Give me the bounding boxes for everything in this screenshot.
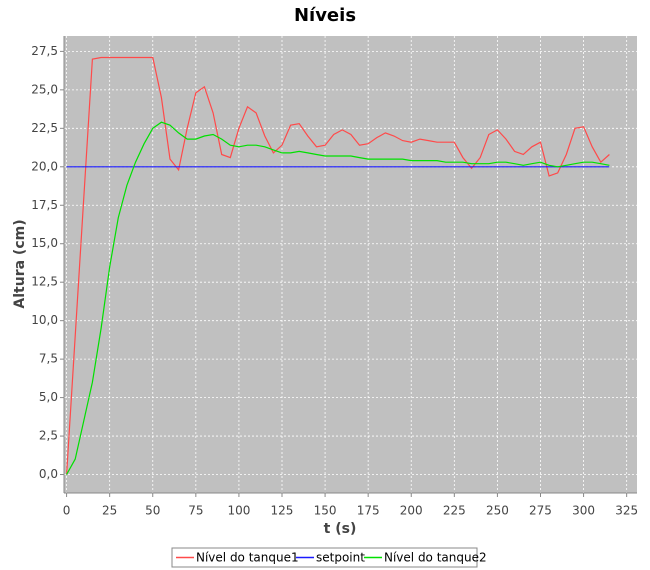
y-tick-label: 7,5 [39, 352, 58, 366]
x-tick-label: 225 [443, 504, 466, 518]
y-tick-label: 25,0 [31, 82, 58, 96]
legend [171, 547, 478, 568]
y-tick-label: 12,5 [31, 275, 58, 289]
y-tick-label: 22,5 [31, 121, 58, 135]
y-axis-label: Altura (cm) [12, 219, 28, 308]
x-tick-label: 25 [102, 504, 117, 518]
x-tick-label: 300 [572, 504, 595, 518]
legend-label: Nível do tanque2 [384, 551, 487, 565]
chart-title: Níveis [294, 5, 356, 26]
x-tick-label: 125 [271, 504, 294, 518]
plot-area [64, 36, 637, 493]
x-tick-label: 275 [529, 504, 552, 518]
legend-label: Nível do tanque1 [196, 551, 299, 565]
x-tick-label: 250 [486, 504, 509, 518]
x-tick-label: 325 [615, 504, 638, 518]
y-tick-label: 20,0 [31, 159, 58, 173]
series-line [66, 56, 610, 475]
x-tick-label: 200 [400, 504, 423, 518]
x-axis-label: t (s) [324, 521, 357, 537]
y-tick-label: 15,0 [31, 236, 58, 250]
y-tick-label: 2,5 [39, 429, 58, 443]
y-tick-label: 5,0 [39, 390, 58, 404]
legend-label: setpoint [316, 551, 365, 565]
x-tick-label: 100 [227, 504, 250, 518]
series-line [66, 121, 610, 475]
y-tick-label: 0,0 [39, 467, 58, 481]
x-tick-label: 75 [188, 504, 203, 518]
y-tick-label: 10,0 [31, 313, 58, 327]
x-tick-label: 150 [314, 504, 337, 518]
x-tick-label: 175 [357, 504, 380, 518]
x-tick-label: 50 [145, 504, 160, 518]
y-tick-label: 17,5 [31, 198, 58, 212]
y-tick-label: 27,5 [31, 44, 58, 58]
x-tick-label: 0 [63, 504, 71, 518]
